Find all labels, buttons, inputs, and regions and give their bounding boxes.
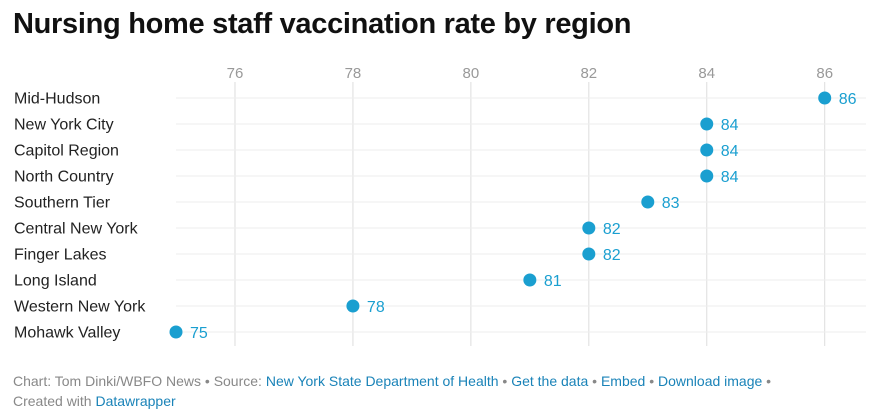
data-point [346, 299, 360, 313]
data-label: 78 [367, 299, 385, 316]
x-tick-label: 78 [345, 65, 362, 82]
data-label: 84 [721, 169, 739, 186]
source-prefix: Source: [213, 373, 266, 389]
chart-title: Nursing home staff vaccination rate by r… [13, 8, 632, 40]
data-label: 84 [721, 117, 739, 134]
data-label: 83 [662, 195, 680, 212]
data-point [582, 247, 596, 261]
data-label: 75 [190, 325, 208, 342]
x-tick-label: 86 [816, 65, 833, 82]
x-tick-label: 84 [698, 65, 715, 82]
data-label: 81 [544, 273, 562, 290]
footer-separator: • [498, 373, 512, 389]
category-label: Southern Tier [14, 195, 111, 212]
data-point [582, 221, 596, 235]
get-data-link[interactable]: Get the data [511, 373, 589, 389]
category-label: North Country [14, 169, 114, 186]
footer-separator: • [201, 373, 214, 389]
x-tick-label: 80 [463, 65, 480, 82]
data-point [700, 143, 714, 157]
category-label: Central New York [14, 221, 139, 238]
data-point [169, 325, 183, 339]
category-label: Long Island [14, 273, 97, 290]
x-tick-label: 82 [580, 65, 597, 82]
category-label: Mohawk Valley [14, 325, 120, 342]
created-prefix: Created with [13, 393, 96, 409]
footer-separator: • [762, 373, 772, 389]
data-point [700, 117, 714, 131]
download-image-link[interactable]: Download image [658, 373, 763, 389]
data-label: 82 [603, 221, 621, 238]
x-tick-label: 76 [227, 65, 244, 82]
data-label: 86 [839, 91, 857, 108]
category-label: Western New York [14, 299, 146, 316]
data-point [523, 273, 537, 287]
category-label: Mid-Hudson [14, 91, 100, 108]
datawrapper-link[interactable]: Datawrapper [95, 393, 176, 409]
chart-footer: Chart: Tom Dinki/WBFO News • Source: New… [13, 371, 873, 411]
data-point [700, 169, 714, 183]
footer-separator: • [588, 373, 601, 389]
dot-plot: 76 78 80 82 84 86 Mid-Hudson 86 New York City 84 C… [14, 65, 866, 346]
source-link[interactable]: New York State Department of Health [265, 373, 499, 389]
category-label: New York City [14, 117, 114, 134]
data-label: 82 [603, 247, 621, 264]
footer-separator: • [645, 373, 658, 389]
embed-link[interactable]: Embed [600, 373, 646, 389]
data-point [818, 91, 832, 105]
category-label: Finger Lakes [14, 247, 107, 264]
category-label: Capitol Region [14, 143, 119, 160]
data-point [641, 195, 655, 209]
chart-credit: Chart: Tom Dinki/WBFO News [13, 373, 201, 389]
data-label: 84 [721, 143, 739, 160]
